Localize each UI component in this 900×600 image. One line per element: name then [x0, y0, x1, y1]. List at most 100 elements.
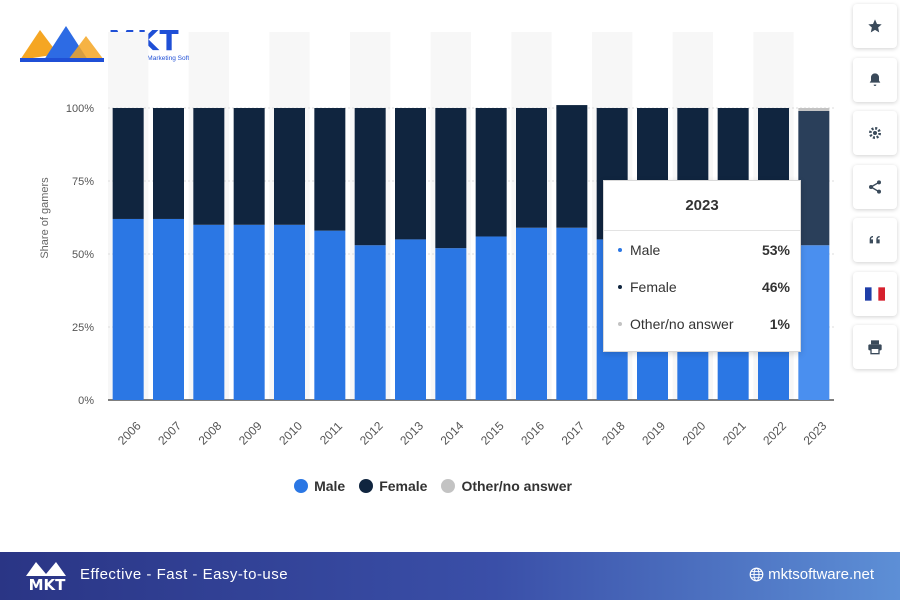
flag-fr-icon	[865, 286, 885, 301]
bar-male[interactable]	[556, 227, 588, 400]
bar-female[interactable]	[475, 108, 507, 237]
chart-toolbar	[853, 4, 899, 379]
bar-female[interactable]	[112, 108, 144, 219]
y-tick-label: 0%	[78, 395, 94, 407]
tooltip-value-female: 46%	[761, 278, 790, 295]
star-icon	[868, 19, 882, 33]
bar-female[interactable]	[233, 108, 265, 225]
footer-website-link[interactable]: mktsoftware.net	[749, 566, 874, 583]
logo-mark-icon	[20, 26, 104, 62]
tooltip-label-other: Other/no answer	[630, 315, 734, 332]
y-tick-label: 75%	[72, 176, 94, 188]
tooltip-label-male: Male	[630, 241, 661, 258]
tooltip-label-female: Female	[630, 278, 677, 295]
legend-item-male[interactable]: Male	[294, 478, 345, 494]
x-tick-label: 2018	[599, 419, 628, 448]
x-tick-label: 2017	[559, 419, 588, 448]
bar-other[interactable]	[798, 108, 830, 111]
footer-logo-icon: MKT	[26, 562, 67, 594]
bar-female[interactable]	[314, 108, 346, 231]
bar-female[interactable]	[193, 108, 225, 225]
bar-female[interactable]	[274, 108, 305, 225]
settings-button[interactable]	[853, 111, 897, 155]
bar-female[interactable]	[516, 108, 547, 228]
x-tick-label: 2023	[801, 419, 830, 448]
x-tick-label: 2020	[680, 419, 709, 448]
bar-male[interactable]	[798, 245, 830, 400]
tooltip-value-other: 1%	[769, 315, 790, 332]
legend-item-female[interactable]: Female	[359, 478, 427, 494]
legend-item-other[interactable]: Other/no answer	[441, 478, 572, 494]
legend-dot-male	[294, 479, 309, 493]
y-tick-label: 100%	[66, 103, 94, 115]
quote-icon	[869, 236, 880, 244]
x-tick-label: 2009	[236, 419, 265, 448]
tooltip-dot-other	[618, 321, 622, 326]
x-tick-label: 2010	[276, 419, 305, 448]
bar-female[interactable]	[556, 105, 588, 228]
x-tick-label: 2011	[317, 419, 345, 447]
tooltip-row-female: Female 46%	[604, 268, 800, 305]
globe-icon	[749, 567, 764, 582]
y-tick-label: 25%	[72, 322, 94, 334]
bar-male[interactable]	[314, 230, 346, 400]
legend-dot-other	[441, 479, 456, 493]
x-tick-label: 2022	[760, 419, 789, 448]
gear-icon	[869, 127, 881, 139]
x-tick-label: 2015	[478, 419, 507, 448]
footer-tagline: Effective - Fast - Easy-to-use	[80, 566, 289, 583]
bar-male[interactable]	[193, 224, 225, 400]
x-tick-label: 2008	[196, 419, 225, 448]
x-tick-label: 2012	[357, 419, 386, 448]
legend-label-female: Female	[379, 478, 428, 494]
tooltip-value-male: 53%	[761, 241, 790, 258]
x-tick-label: 2016	[518, 419, 547, 448]
bar-male[interactable]	[354, 245, 386, 400]
x-tick-label: 2019	[639, 419, 668, 448]
y-tick-label: 50%	[72, 249, 94, 261]
svg-text:MKT: MKT	[29, 576, 67, 594]
language-button[interactable]	[853, 271, 897, 316]
bar-male[interactable]	[233, 224, 265, 400]
bar-male[interactable]	[516, 227, 547, 400]
bar-male[interactable]	[274, 224, 305, 400]
bell-icon	[869, 72, 881, 86]
logo-subtitle: Multichannel Marketing Software	[109, 55, 204, 62]
bar-male[interactable]	[435, 248, 467, 400]
bar-female[interactable]	[153, 108, 184, 219]
notification-button[interactable]	[853, 57, 897, 102]
share-icon	[869, 179, 881, 194]
cite-button[interactable]	[853, 218, 897, 262]
share-button[interactable]	[853, 164, 897, 209]
footer-banner: MKT Effective - Fast - Easy-to-use mktso…	[0, 552, 900, 600]
x-tick-label: 2021	[720, 419, 749, 448]
legend-label-male: Male	[314, 478, 346, 494]
print-button[interactable]	[853, 325, 897, 369]
tooltip-row-male: Male 53%	[604, 231, 800, 268]
chart-legend: Male Female Other/no answer	[0, 478, 866, 494]
legend-label-other: Other/no answer	[461, 478, 572, 494]
bar-male[interactable]	[153, 218, 184, 400]
y-axis-label: Share of gamers	[39, 177, 51, 259]
tooltip-title: 2023	[604, 181, 800, 231]
x-tick-label: 2006	[115, 419, 144, 448]
bar-female[interactable]	[395, 108, 426, 240]
bar-female[interactable]	[798, 110, 830, 246]
y-tick-labels: 0% 25% 50% 75% 100%	[66, 103, 94, 407]
favorite-button[interactable]	[853, 4, 897, 48]
x-tick-label: 2007	[155, 419, 184, 448]
tooltip-dot-female	[618, 284, 622, 289]
x-tick-label: 2014	[438, 419, 467, 448]
x-tick-labels: 2006 2007 2008 2009 2010 2011 2012 2013 2014 2015…	[115, 419, 830, 448]
chart-tooltip: 2023 Male 53% Female 46% Other/no answer…	[603, 180, 801, 352]
bar-male[interactable]	[395, 239, 426, 400]
tooltip-row-other: Other/no answer 1%	[604, 305, 800, 342]
legend-dot-female	[359, 479, 374, 493]
bar-female[interactable]	[435, 108, 467, 249]
footer-website-text: mktsoftware.net	[768, 566, 874, 583]
bar-female[interactable]	[354, 108, 386, 246]
bar-male[interactable]	[112, 218, 144, 400]
print-icon	[868, 340, 882, 355]
bar-male[interactable]	[475, 236, 507, 400]
